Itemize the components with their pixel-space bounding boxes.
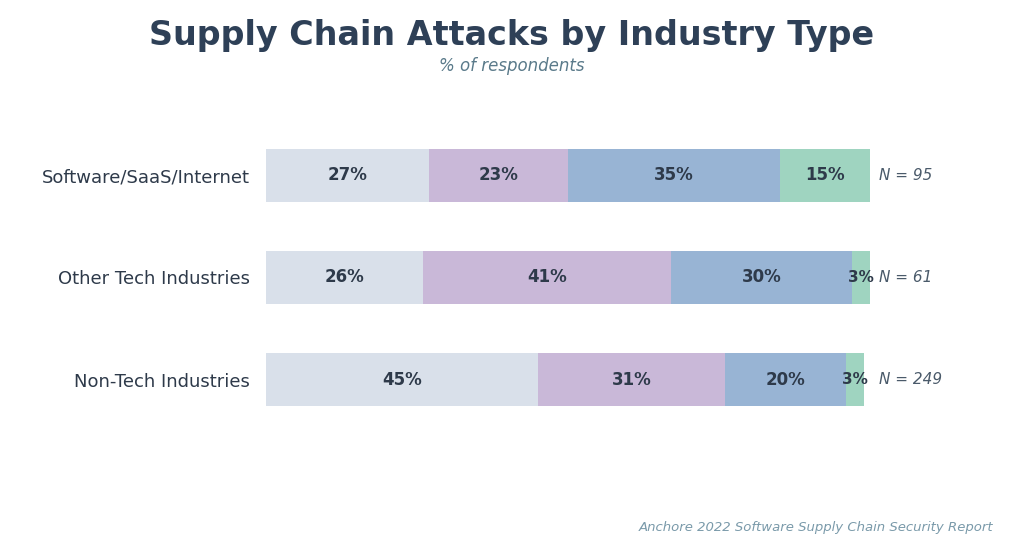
Text: 15%: 15%: [805, 166, 845, 184]
Text: N = 249: N = 249: [880, 372, 942, 387]
Bar: [429, 149, 568, 202]
Text: % of respondents: % of respondents: [439, 57, 585, 75]
Bar: [780, 149, 870, 202]
Text: 35%: 35%: [654, 166, 694, 184]
Text: 45%: 45%: [382, 370, 422, 388]
Text: Supply Chain Attacks by Industry Type: Supply Chain Attacks by Industry Type: [150, 19, 874, 52]
Text: 3%: 3%: [843, 372, 868, 387]
Text: 30%: 30%: [741, 268, 781, 287]
Text: 23%: 23%: [479, 166, 519, 184]
Text: 26%: 26%: [325, 268, 365, 287]
Bar: [266, 149, 429, 202]
Bar: [852, 251, 870, 304]
Bar: [568, 149, 780, 202]
Text: 27%: 27%: [328, 166, 368, 184]
Bar: [846, 353, 864, 406]
Text: 41%: 41%: [527, 268, 567, 287]
Bar: [266, 251, 423, 304]
Text: 31%: 31%: [612, 370, 651, 388]
Bar: [671, 251, 852, 304]
Bar: [725, 353, 846, 406]
Bar: [539, 353, 725, 406]
Bar: [423, 251, 671, 304]
Text: N = 61: N = 61: [880, 270, 933, 285]
Text: N = 95: N = 95: [880, 168, 933, 183]
Text: 3%: 3%: [849, 270, 874, 285]
Text: 20%: 20%: [766, 370, 806, 388]
Text: Anchore 2022 Software Supply Chain Security Report: Anchore 2022 Software Supply Chain Secur…: [639, 521, 993, 534]
Bar: [266, 353, 539, 406]
